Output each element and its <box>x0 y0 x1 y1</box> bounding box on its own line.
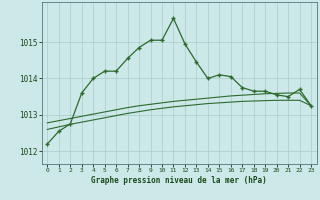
X-axis label: Graphe pression niveau de la mer (hPa): Graphe pression niveau de la mer (hPa) <box>91 176 267 185</box>
